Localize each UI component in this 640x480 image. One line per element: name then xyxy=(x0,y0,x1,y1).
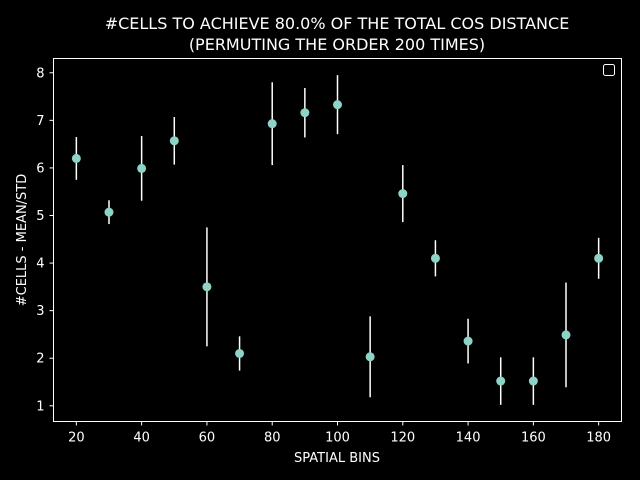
plot-area xyxy=(71,75,604,405)
data-point xyxy=(463,336,473,346)
y-tick-label: 2 xyxy=(36,352,44,367)
y-tick-label: 4 xyxy=(36,257,44,272)
x-tick-label: 160 xyxy=(521,431,546,446)
y-tick-label: 8 xyxy=(36,66,44,81)
data-point xyxy=(365,352,375,362)
data-point xyxy=(398,189,408,199)
data-point xyxy=(528,376,538,386)
x-tick-label: 180 xyxy=(586,431,611,446)
x-tick-label: 20 xyxy=(68,431,85,446)
x-tick-label: 140 xyxy=(456,431,481,446)
data-point xyxy=(430,253,440,263)
y-tick-label: 5 xyxy=(36,209,44,224)
data-point xyxy=(300,108,310,118)
y-axis: 1 2 3 4 5 6 7 8 xyxy=(36,66,54,414)
x-tick-label: 120 xyxy=(390,431,415,446)
y-tick-label: 7 xyxy=(36,114,44,129)
data-point xyxy=(235,348,245,358)
x-tick-label: 40 xyxy=(133,431,150,446)
data-point xyxy=(267,119,277,129)
x-axis-label: SPATIAL BINS xyxy=(294,451,380,466)
x-tick-label: 60 xyxy=(199,431,216,446)
data-point xyxy=(561,330,571,340)
data-point xyxy=(202,282,212,292)
chart-subtitle: (PERMUTING THE ORDER 200 TIMES) xyxy=(189,35,485,54)
data-point xyxy=(594,253,604,263)
y-axis-label: #CELLS - MEAN/STD xyxy=(15,174,30,307)
data-point xyxy=(104,207,114,217)
x-tick-label: 80 xyxy=(264,431,281,446)
data-point xyxy=(333,100,342,110)
y-tick-label: 6 xyxy=(36,161,44,176)
y-tick-label: 3 xyxy=(36,304,44,319)
data-point xyxy=(496,376,506,386)
x-axis: 20 40 60 80 100 120 140 160 180 xyxy=(68,421,611,446)
y-tick-label: 1 xyxy=(36,399,44,414)
x-tick-label: 100 xyxy=(325,431,350,446)
data-point xyxy=(169,136,179,146)
chart-title: #CELLS TO ACHIEVE 80.0% OF THE TOTAL COS… xyxy=(105,14,570,33)
data-point xyxy=(137,163,147,173)
legend-box xyxy=(603,64,615,76)
data-point xyxy=(71,153,81,163)
